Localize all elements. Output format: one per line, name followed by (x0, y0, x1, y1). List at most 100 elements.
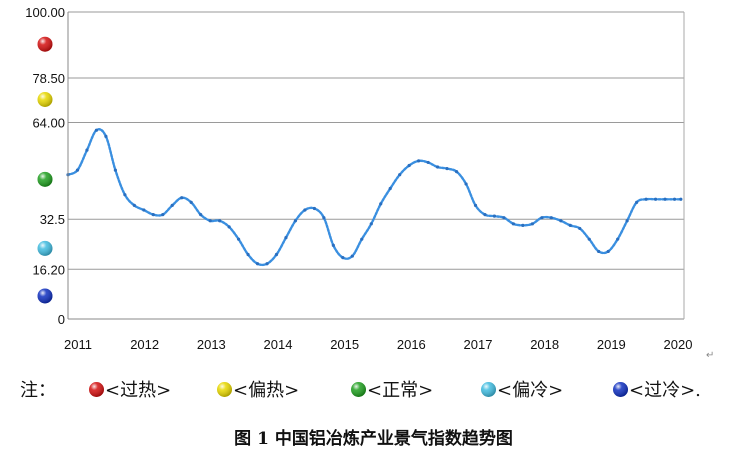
data-point (530, 222, 534, 226)
green-ball-icon (351, 382, 366, 397)
data-point (142, 208, 146, 212)
x-tick-label: 2012 (130, 337, 159, 352)
data-point (255, 262, 260, 266)
data-point (104, 134, 108, 138)
x-tick-label: 2013 (197, 337, 226, 352)
y-tick-label: 0 (58, 312, 65, 327)
data-point (170, 203, 174, 208)
data-point (464, 182, 468, 186)
data-point (75, 168, 80, 172)
x-tick-label: 2018 (530, 337, 559, 352)
yellow-ball-icon (217, 382, 232, 397)
data-point (578, 226, 582, 231)
data-point (388, 186, 392, 191)
data-point (492, 214, 497, 218)
status-marker-shine (37, 91, 53, 107)
x-tick-label: 2011 (64, 337, 92, 352)
data-point (549, 216, 553, 220)
data-point (426, 160, 430, 165)
data-point (616, 237, 620, 241)
status-marker-shine (37, 288, 53, 304)
x-tick-label: 2019 (597, 337, 626, 352)
data-point (625, 219, 629, 223)
data-point (151, 213, 155, 217)
data-point (398, 173, 402, 177)
data-point (161, 213, 165, 217)
data-point (265, 262, 269, 266)
legend-item-warm: <偏热> (216, 376, 299, 402)
data-point (436, 165, 440, 169)
data-point (653, 197, 658, 201)
legend-item-normal: <正常> (350, 376, 433, 402)
data-point (379, 202, 383, 206)
data-point (341, 256, 345, 260)
data-point (218, 219, 222, 223)
data-point (587, 237, 591, 241)
data-point (123, 193, 127, 197)
data-point (635, 200, 639, 204)
plot-background (68, 12, 684, 319)
data-point (132, 203, 136, 208)
data-point (236, 237, 241, 241)
return-mark: ↵ (706, 350, 715, 361)
x-tick-label: 2016 (397, 337, 426, 352)
data-point (511, 222, 516, 226)
data-point (407, 163, 411, 168)
y-axis-ticks: 0 16.20 32.5 64.00 78.50 100.00 (25, 5, 65, 327)
grid-lines (68, 11, 684, 270)
data-point (521, 223, 525, 227)
data-point (672, 197, 677, 201)
status-markers (37, 36, 53, 304)
data-point (274, 252, 279, 257)
data-point (208, 219, 212, 223)
status-marker-shine (37, 240, 53, 256)
status-marker-shine (37, 171, 53, 187)
x-tick-label: 2017 (464, 337, 493, 352)
x-axis-ticks: 2011 2012 2013 2014 2015 2016 2017 2018 2019 2020 (64, 337, 692, 352)
legend-item-overheat: <过热> (88, 376, 171, 402)
y-tick-label: 64.00 (32, 116, 65, 131)
data-point (540, 216, 544, 220)
data-point (189, 200, 193, 204)
data-point (303, 208, 307, 212)
data-point (312, 206, 316, 211)
data-point (360, 237, 364, 241)
data-point (113, 168, 117, 172)
data-point (483, 213, 487, 217)
data-point (227, 225, 231, 229)
data-point (663, 197, 667, 201)
x-tick-label: 2014 (264, 337, 293, 352)
data-point (597, 249, 601, 254)
data-point (246, 252, 250, 257)
data-point (679, 197, 683, 201)
data-point (180, 196, 184, 200)
y-tick-label: 78.50 (32, 71, 65, 86)
data-point (417, 159, 421, 163)
legend-item-cool: <偏冷> (480, 376, 563, 402)
data-point (350, 254, 354, 258)
red-ball-icon (89, 382, 104, 397)
data-point (284, 236, 288, 240)
data-point (644, 197, 648, 201)
y-tick-label: 16.20 (32, 262, 65, 277)
legend-prefix: 注： (20, 380, 56, 401)
blue-ball-icon (613, 382, 628, 397)
data-point (331, 243, 335, 247)
data-point (473, 203, 478, 208)
lightblue-ball-icon (481, 382, 496, 397)
data-point (568, 223, 572, 227)
data-point (94, 128, 99, 132)
data-point (369, 222, 373, 226)
data-point (293, 219, 298, 223)
data-point (502, 216, 506, 220)
data-point (445, 166, 449, 171)
data-point (85, 148, 89, 152)
status-marker-shine (37, 36, 53, 52)
data-point (559, 219, 563, 223)
data-point (606, 249, 610, 254)
y-tick-label: 100.00 (25, 5, 65, 20)
data-point (199, 213, 203, 217)
data-point (454, 170, 459, 174)
x-tick-label: 2020 (664, 337, 693, 352)
